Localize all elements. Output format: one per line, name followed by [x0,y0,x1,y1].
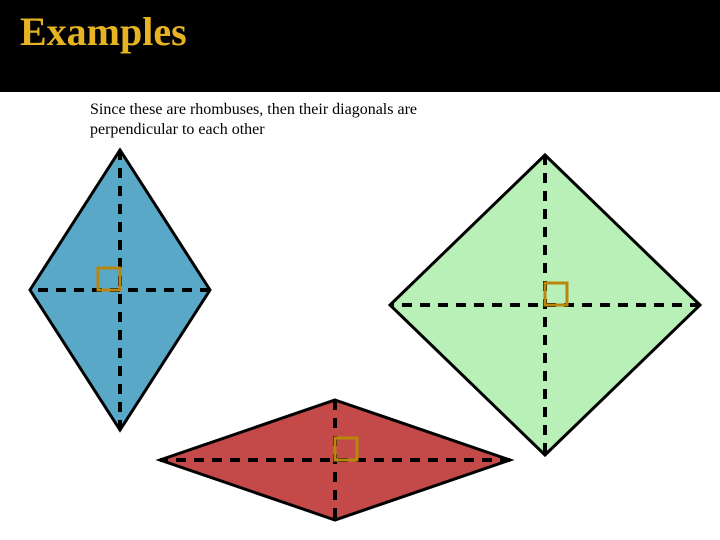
rhombus-left [30,150,210,430]
diagram-canvas [0,0,720,540]
rhombus-right [390,155,700,455]
rhombus-bottom [160,400,510,520]
